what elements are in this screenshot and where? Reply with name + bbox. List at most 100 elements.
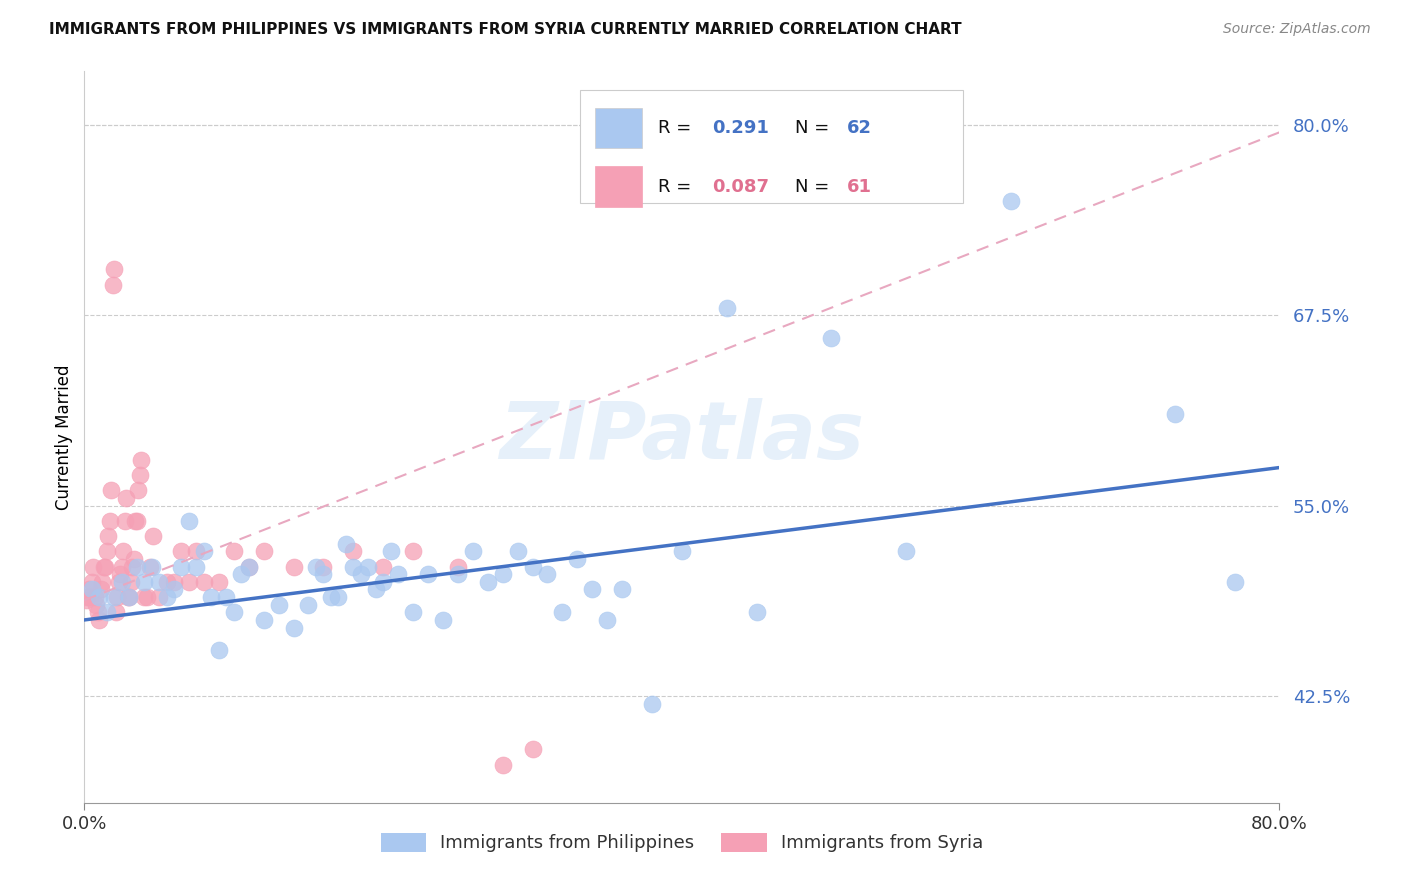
Point: [96, 544, 118, 558]
Point: [104, 605, 127, 619]
Point: [89, 590, 111, 604]
Text: 0.291: 0.291: [711, 119, 769, 137]
Text: ZIPatlas: ZIPatlas: [499, 398, 865, 476]
Point: [894, 544, 917, 558]
Point: [253, 613, 276, 627]
Point: [402, 605, 425, 619]
Point: [335, 537, 357, 551]
Point: [357, 559, 380, 574]
Point: [522, 742, 544, 756]
Point: [716, 301, 738, 315]
Text: 61: 61: [846, 178, 872, 195]
Legend: Immigrants from Philippines, Immigrants from Syria: Immigrants from Philippines, Immigrants …: [374, 826, 990, 860]
Point: [132, 574, 156, 589]
Point: [492, 757, 515, 772]
Point: [1000, 194, 1022, 208]
FancyBboxPatch shape: [581, 90, 963, 203]
Point: [267, 598, 290, 612]
Point: [117, 590, 139, 604]
Text: IMMIGRANTS FROM PHILIPPINES VS IMMIGRANTS FROM SYRIA CURRENTLY MARRIED CORRELATI: IMMIGRANTS FROM PHILIPPINES VS IMMIGRANT…: [49, 22, 962, 37]
Point: [567, 552, 589, 566]
Point: [373, 559, 395, 574]
Point: [100, 483, 122, 498]
Text: N =: N =: [796, 119, 835, 137]
Point: [222, 605, 245, 619]
Point: [186, 544, 208, 558]
Point: [86, 598, 108, 612]
Point: [163, 574, 186, 589]
Point: [319, 590, 342, 604]
Point: [142, 529, 165, 543]
Point: [132, 590, 156, 604]
Point: [373, 574, 395, 589]
Bar: [595, 108, 643, 148]
Point: [163, 582, 186, 597]
Point: [447, 559, 470, 574]
Point: [115, 491, 138, 505]
Point: [641, 697, 664, 711]
Point: [551, 605, 574, 619]
Point: [432, 613, 454, 627]
Text: 0.087: 0.087: [711, 178, 769, 195]
Point: [96, 605, 118, 619]
Point: [124, 514, 146, 528]
Y-axis label: Currently Married: Currently Married: [55, 364, 73, 510]
Point: [118, 590, 141, 604]
Point: [416, 567, 439, 582]
Point: [238, 559, 260, 574]
Point: [342, 544, 364, 558]
Point: [103, 590, 125, 604]
Text: 62: 62: [846, 119, 872, 137]
Point: [1223, 574, 1246, 589]
Point: [155, 590, 177, 604]
Point: [305, 559, 328, 574]
Point: [380, 544, 402, 558]
Point: [328, 590, 350, 604]
Point: [283, 559, 305, 574]
Point: [522, 559, 544, 574]
Point: [364, 582, 387, 597]
Point: [139, 559, 162, 574]
Point: [105, 590, 128, 604]
Point: [127, 483, 149, 498]
Point: [208, 574, 231, 589]
Point: [297, 598, 319, 612]
Point: [581, 582, 603, 597]
Point: [193, 574, 215, 589]
Point: [94, 559, 117, 574]
Point: [120, 574, 142, 589]
Point: [745, 605, 768, 619]
Point: [114, 514, 136, 528]
Point: [76, 590, 98, 604]
Point: [461, 544, 484, 558]
Point: [125, 559, 148, 574]
Point: [312, 559, 335, 574]
Point: [596, 613, 619, 627]
Point: [253, 544, 276, 558]
Point: [238, 559, 260, 574]
Text: R =: R =: [658, 178, 697, 195]
Point: [111, 559, 134, 574]
Point: [101, 277, 124, 292]
Point: [402, 544, 425, 558]
Point: [186, 559, 208, 574]
Point: [75, 593, 97, 607]
Point: [91, 574, 114, 589]
Point: [141, 559, 163, 574]
Point: [129, 453, 152, 467]
Point: [231, 567, 253, 582]
Point: [387, 567, 409, 582]
Point: [83, 590, 105, 604]
Point: [177, 574, 200, 589]
Point: [148, 574, 170, 589]
Text: N =: N =: [796, 178, 835, 195]
Point: [155, 574, 177, 589]
Point: [136, 590, 159, 604]
Point: [612, 582, 634, 597]
Point: [820, 331, 842, 345]
Point: [342, 559, 364, 574]
Point: [80, 574, 103, 589]
Point: [208, 643, 231, 657]
Point: [112, 544, 135, 558]
Point: [97, 529, 120, 543]
